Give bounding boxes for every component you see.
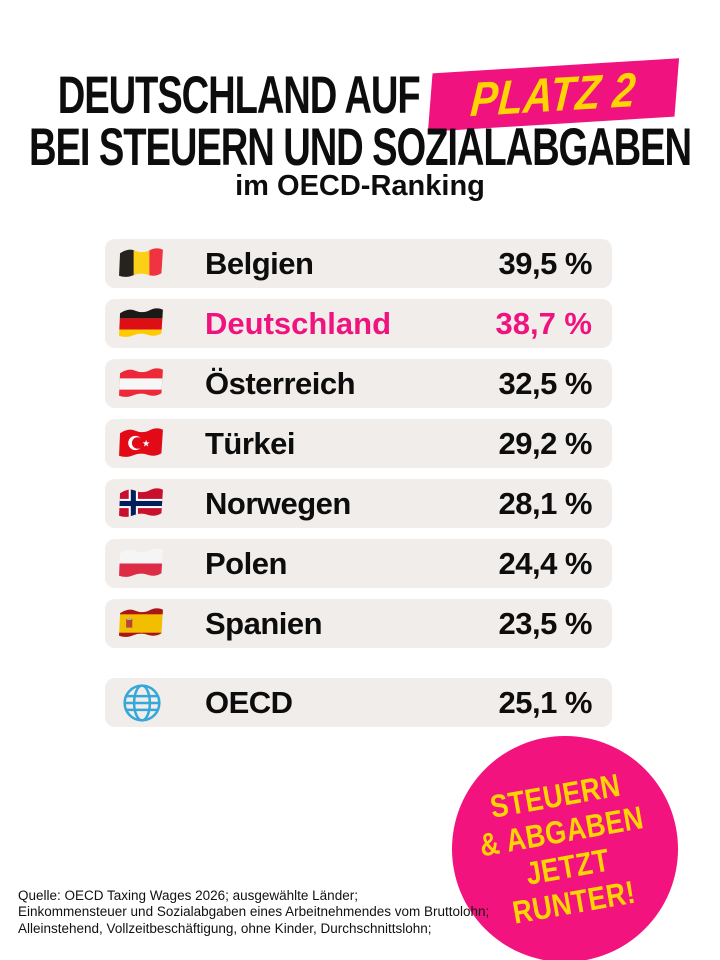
percentage-value: 28,1 % xyxy=(498,485,592,521)
country-label: Norwegen xyxy=(205,485,351,521)
source-line: Alleinstehend, Vollzeitbeschäftigung, oh… xyxy=(18,920,432,936)
poland-flag-icon xyxy=(119,548,163,577)
ranking-list: Belgien 39,5 % Deutschland 38,7 % Österr… xyxy=(105,239,612,738)
norway-flag-icon xyxy=(119,488,163,517)
globe-icon xyxy=(118,682,165,724)
country-label: Türkei xyxy=(205,425,296,461)
headline-line-2: BEI STEUERN UND SOZIALABGABEN xyxy=(29,118,692,177)
norway-flag-icon xyxy=(118,486,165,521)
ranking-row-oesterreich: Österreich 32,5 % xyxy=(105,359,612,408)
poland-flag-icon xyxy=(118,546,165,581)
ranking-row-tuerkei: ★ Türkei 29,2 % xyxy=(105,419,612,468)
percentage-value: 29,2 % xyxy=(498,425,592,461)
ranking-row-polen: Polen 24,4 % xyxy=(105,539,612,588)
country-label: Polen xyxy=(205,545,287,581)
country-label: Spanien xyxy=(205,605,323,641)
cta-sticker-text: STEUERN & ABGABEN JETZT RUNTER! xyxy=(471,764,659,935)
percentage-value: 24,4 % xyxy=(498,545,592,581)
source-line: Einkommensteuer und Sozialabgaben eines … xyxy=(18,904,490,920)
country-label: Deutschland xyxy=(205,305,392,341)
ranking-row-norwegen: Norwegen 28,1 % xyxy=(105,479,612,528)
percentage-value: 39,5 % xyxy=(498,245,592,281)
globe-icon xyxy=(122,683,161,722)
country-label: Belgien xyxy=(205,245,314,281)
percentage-value: 32,5 % xyxy=(498,365,592,401)
turkey-flag-icon: ★ xyxy=(118,426,165,461)
svg-text:★: ★ xyxy=(142,439,150,450)
cta-sticker: STEUERN & ABGABEN JETZT RUNTER! xyxy=(452,736,678,960)
country-label: Österreich xyxy=(205,365,356,401)
source-line: Quelle: OECD Taxing Wages 2026; ausgewäh… xyxy=(18,888,358,903)
spain-flag-icon xyxy=(119,608,163,637)
headline-line-1: DEUTSCHLAND AUF PLATZ 2 xyxy=(0,58,720,132)
belgium-flag-icon xyxy=(118,246,165,281)
turkey-flag-icon: ★ xyxy=(119,428,163,457)
austria-flag-icon xyxy=(119,368,163,397)
belgium-flag-icon xyxy=(119,248,163,277)
headline-text-black: DEUTSCHLAND AUF xyxy=(58,65,421,125)
ranking-row-belgien: Belgien 39,5 % xyxy=(105,239,612,288)
ranking-row-deutschland: Deutschland 38,7 % xyxy=(105,299,612,348)
germany-flag-icon xyxy=(118,306,165,341)
country-label: OECD xyxy=(205,684,293,720)
austria-flag-icon xyxy=(118,366,165,401)
ranking-row-oecd: OECD 25,1 % xyxy=(105,678,612,727)
spain-flag-icon xyxy=(118,606,165,641)
percentage-value: 38,7 % xyxy=(495,305,592,341)
ranking-row-spanien: Spanien 23,5 % xyxy=(105,599,612,648)
germany-flag-icon xyxy=(119,308,163,337)
percentage-value: 23,5 % xyxy=(498,605,592,641)
source-note: Quelle: OECD Taxing Wages 2026; ausgewäh… xyxy=(18,888,489,937)
percentage-value: 25,1 % xyxy=(498,684,592,720)
subtitle: im OECD-Ranking xyxy=(235,170,485,202)
